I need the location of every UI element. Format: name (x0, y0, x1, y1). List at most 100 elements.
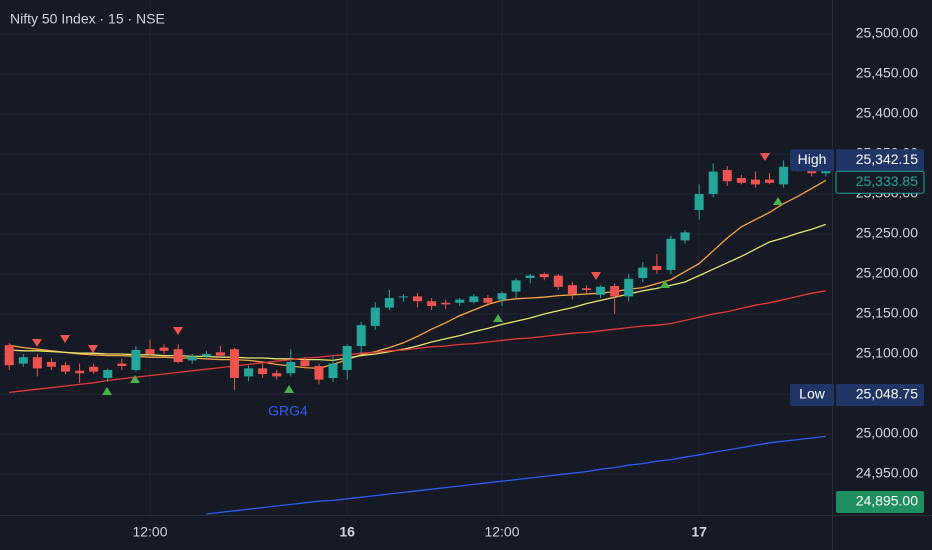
candle-body (666, 238, 676, 270)
candle-body (131, 350, 141, 370)
candle-body (596, 286, 606, 295)
chart-title: Nifty 50 Index · 15 · NSE (10, 11, 165, 27)
candle-body (159, 347, 169, 351)
candle-body (356, 325, 366, 346)
y-tick-label: 25,450.00 (856, 65, 918, 81)
x-tick-label: 12:00 (484, 524, 519, 540)
sell-signal (591, 272, 601, 280)
y-tick-label: 25,100.00 (856, 345, 918, 361)
price-label-box (836, 149, 924, 172)
price-label-box (836, 384, 924, 406)
buy-signal (284, 385, 294, 393)
candle-body (694, 194, 704, 210)
candle-body (384, 298, 394, 308)
candle-body (652, 266, 662, 270)
y-tick-label: 25,400.00 (856, 105, 918, 121)
price-label: 25,342.15 (856, 151, 918, 167)
price-label-tag (790, 384, 834, 406)
buy-signal (130, 375, 140, 383)
y-tick-label: 25,200.00 (856, 265, 918, 281)
candle-body (539, 274, 549, 278)
candle-body (483, 298, 493, 303)
buy-signal (660, 280, 670, 288)
price-label-name: High (798, 151, 827, 167)
candle-body (736, 178, 746, 183)
candle-body (258, 368, 268, 374)
price-label-tag (790, 149, 834, 172)
candle-body (61, 365, 71, 372)
candle-body (4, 345, 14, 366)
candle-body (187, 356, 197, 361)
candle-body (511, 280, 521, 292)
candle-body (89, 366, 99, 372)
x-tick-label: 16 (339, 524, 355, 540)
candle-body (567, 285, 577, 294)
moving-average (206, 435, 826, 515)
y-tick-label: 25,250.00 (856, 225, 918, 241)
candle-body (708, 171, 718, 194)
y-tick-label: 25,500.00 (856, 25, 918, 41)
candle-body (75, 370, 85, 374)
candle-body (145, 349, 155, 354)
price-label: 25,048.75 (856, 386, 918, 402)
candle-body (46, 362, 56, 367)
candle-body (286, 362, 296, 374)
plot-area (4, 160, 831, 515)
sell-signal (88, 345, 98, 353)
candle-body (765, 179, 775, 183)
price-label-box (835, 170, 925, 194)
y-tick-label: 25,000.00 (856, 425, 918, 441)
candle-body (722, 170, 732, 182)
candle-body (244, 368, 254, 377)
y-tick-label: 24,950.00 (856, 465, 918, 481)
candle-body (581, 288, 591, 290)
price-label: 24,895.00 (856, 493, 918, 509)
candle-body (370, 307, 380, 326)
candle-body (18, 357, 28, 364)
candle-body (229, 349, 239, 378)
moving-average (9, 290, 826, 394)
sell-signal (60, 335, 70, 343)
candle-body (413, 296, 423, 302)
annotation: GRG4 (268, 403, 308, 419)
candle-body (497, 293, 507, 300)
candle-body (215, 352, 225, 356)
candle-body (314, 366, 324, 380)
price-label: 25,333.85 (856, 173, 918, 189)
price-label-name: Low (799, 386, 826, 402)
candle-body (680, 232, 690, 241)
buy-signal (773, 197, 783, 205)
candle-body (201, 354, 211, 357)
candle-body (300, 360, 310, 366)
candle-body (32, 357, 42, 369)
y-tick-label: 25,150.00 (856, 305, 918, 321)
candle-body (103, 370, 113, 378)
candle-body (427, 301, 437, 306)
candle-body (328, 363, 338, 378)
sell-signal (760, 153, 770, 161)
candle-body (779, 166, 789, 185)
candle-body (342, 346, 352, 370)
signals (32, 153, 783, 395)
candle-body (272, 373, 282, 377)
x-tick-label: 12:00 (132, 524, 167, 540)
buy-signal (102, 387, 112, 395)
price-label-box (836, 491, 924, 513)
candle-body (117, 363, 127, 366)
candle-body (441, 302, 451, 305)
sell-signal (32, 339, 42, 347)
moving-average (9, 223, 827, 362)
price-axis: 24,950.0025,000.0025,050.0025,100.0025,1… (856, 25, 918, 481)
candle-body (610, 286, 620, 297)
candle-body (469, 296, 479, 302)
candle-body (624, 278, 634, 297)
candle-body (525, 275, 535, 278)
candle-body (750, 179, 760, 185)
candle-body (173, 349, 183, 362)
x-tick-label: 17 (691, 524, 707, 540)
candle-body (553, 275, 563, 287)
candle-body (398, 296, 408, 298)
